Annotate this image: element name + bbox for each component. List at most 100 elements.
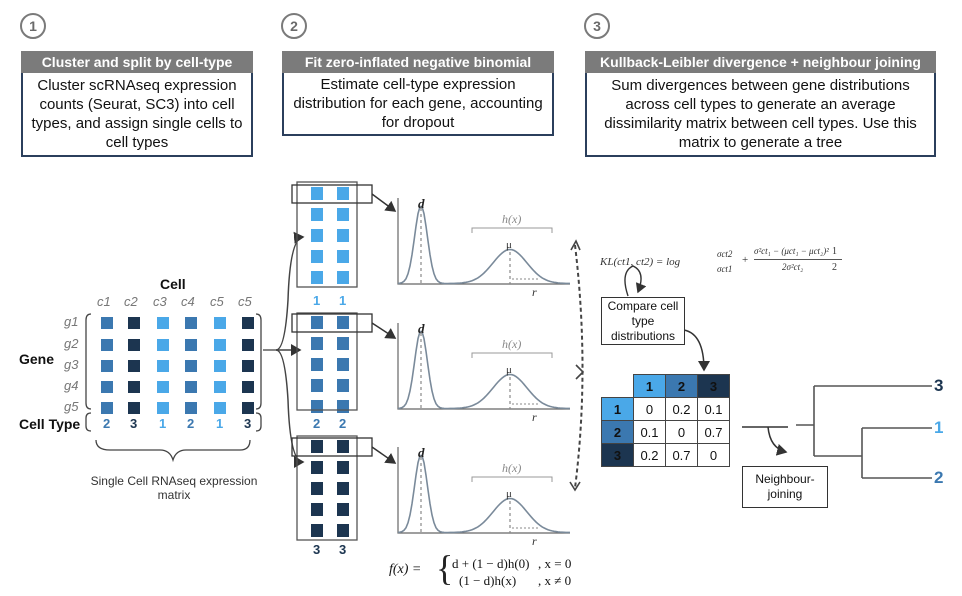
expression-cell (101, 317, 113, 329)
group-cell (311, 271, 323, 284)
expression-cell (157, 360, 169, 372)
group-cell (337, 337, 349, 350)
h-label: h(x) (502, 337, 521, 351)
kl-cell: 0 (633, 397, 666, 421)
kl-header-3: 3 (697, 374, 730, 398)
h-label: h(x) (502, 461, 521, 475)
step-1-number: 1 (20, 13, 46, 39)
step-2-number: 2 (281, 13, 307, 39)
group-label: 2 (339, 416, 347, 431)
cell-type-label: 2 (187, 416, 195, 431)
d-label: d (418, 445, 425, 460)
group-cell (311, 229, 323, 242)
neighbour-joining-tree (796, 385, 932, 479)
group-cell (311, 250, 323, 263)
d-label: d (418, 196, 425, 211)
matrix-left-bracket (85, 313, 92, 410)
group-cell (311, 379, 323, 392)
column-label: c5 (238, 294, 252, 309)
group-cell (337, 461, 349, 474)
group-cell (311, 187, 323, 200)
kl-header-2: 2 (665, 374, 698, 398)
step-3-number: 3 (584, 13, 610, 39)
r-label: r (532, 534, 537, 548)
expression-cell (157, 402, 169, 414)
zinb-case-1: d + (1 − d)h(0) (452, 556, 530, 571)
tree-leaf-2: 2 (934, 468, 944, 487)
kl-frac-den: 2σ²ct₂ (782, 262, 804, 272)
cell-type-label: 3 (244, 416, 252, 431)
zinb-cond-2: , x ≠ 0 (538, 573, 572, 588)
cell-axis-title: Cell (160, 276, 186, 292)
column-label: c5 (210, 294, 224, 309)
gene-label: g5 (64, 399, 79, 414)
matrix-right-bracket (255, 313, 262, 410)
kl-dissimilarity-matrix: 1 2 3 1 0 0.2 0.1 2 0.1 0 0.7 3 0.2 0.7 … (601, 374, 730, 467)
column-label: c1 (97, 294, 111, 309)
kl-cell: 0.2 (633, 443, 666, 467)
group-cell (337, 503, 349, 516)
kl-lhs: KL(ct1, ct2) = log (600, 256, 681, 268)
gene-label: g2 (64, 336, 79, 351)
group-cell (337, 440, 349, 453)
group-cell (311, 208, 323, 221)
column-label: c4 (181, 294, 195, 309)
group-cell (337, 208, 349, 221)
group-cell (337, 358, 349, 371)
kl-cell: 0.2 (665, 397, 698, 421)
expression-cell (128, 360, 140, 372)
mu-label: μ (506, 239, 512, 251)
group-cell (337, 271, 349, 284)
group-label: 3 (339, 542, 347, 557)
expression-cell (128, 381, 140, 393)
distribution-panel: d h(x) μ r (397, 445, 570, 548)
zinb-case-2: (1 − d)h(x) (459, 573, 517, 588)
cell-type-label: 1 (216, 416, 224, 431)
expression-cell (185, 360, 197, 372)
group-label: 3 (313, 542, 321, 557)
group-cell (311, 358, 323, 371)
expression-cell (214, 317, 226, 329)
group-cell (337, 379, 349, 392)
group-cell (337, 316, 349, 329)
expression-cell (128, 402, 140, 414)
expression-cell (242, 317, 254, 329)
zinb-brace: { (436, 548, 454, 588)
zinb-lhs: f(x) = (389, 562, 422, 577)
type-right-bracket (255, 412, 262, 432)
expression-cell (101, 339, 113, 351)
column-label: c2 (124, 294, 138, 309)
expression-cell (185, 381, 197, 393)
kl-cell: 0.1 (697, 397, 730, 421)
kl-cell: 0 (697, 443, 730, 467)
expression-cell (101, 360, 113, 372)
group-cell (311, 337, 323, 350)
column-label: c3 (153, 294, 167, 309)
step-2-header: Fit zero-inflated negative binomial (282, 51, 554, 73)
step-2-description: Estimate cell-type expression distributi… (282, 73, 554, 136)
step-1-description: Cluster scRNAseq expression counts (Seur… (21, 73, 253, 157)
h-label: h(x) (502, 212, 521, 226)
expression-cell (214, 360, 226, 372)
gene-axis-title: Gene (19, 351, 55, 367)
kl-row-label-2: 2 (601, 420, 634, 444)
kl-ratio-num: σct2 (717, 249, 733, 259)
expression-cell (185, 317, 197, 329)
cell-type-label: 1 (159, 416, 167, 431)
group-cell (311, 524, 323, 537)
zinb-cond-1: , x = 0 (538, 556, 572, 571)
kl-row-label-3: 3 (601, 443, 634, 467)
expression-cell (185, 339, 197, 351)
gene-label: g1 (64, 314, 79, 329)
distribution-panel: d h(x) μ r (397, 321, 570, 424)
step-3-header: Kullback-Leibler divergence + neighbour … (585, 51, 936, 73)
step-3-description: Sum divergences between gene distributio… (585, 73, 936, 157)
kl-row: 2 0.1 0 0.7 (601, 420, 730, 444)
kl-cell: 0.7 (665, 443, 698, 467)
matrix-caption: Single Cell RNAseq expression matrix (90, 474, 258, 502)
expression-cell (157, 381, 169, 393)
group-cell (337, 187, 349, 200)
tree-leaf-3: 3 (934, 376, 944, 395)
expression-cell (242, 402, 254, 414)
